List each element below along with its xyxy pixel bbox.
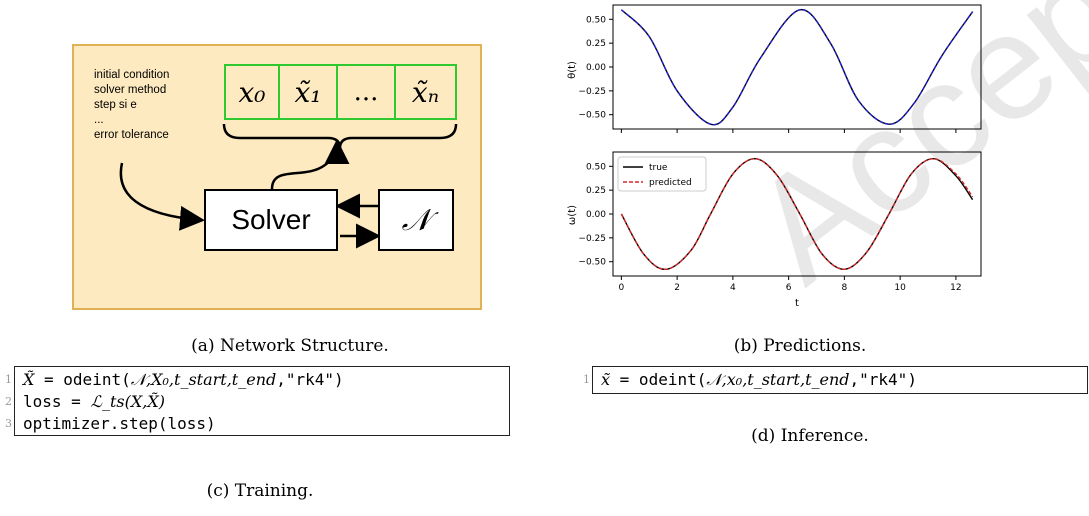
y-tick-label: −0.25 xyxy=(578,87,606,97)
x-tick-label: 8 xyxy=(842,283,848,293)
line-number: 1 xyxy=(5,373,12,386)
omega-x-axis-label: t xyxy=(795,298,799,309)
odeint-tail: ,"rk4") xyxy=(849,370,917,389)
diagram-arrows xyxy=(119,123,458,249)
x-tick-label: 10 xyxy=(894,283,906,293)
y-tick-label: −0.25 xyxy=(578,234,606,244)
odeint-args: 𝒩,x₀,t_start,t_end xyxy=(706,370,850,389)
y-tick-label: 0.25 xyxy=(586,186,606,196)
training-code-listing: 1 X̃ = odeint(𝒩,X₀,t_start,t_end,"rk4") … xyxy=(5,366,510,436)
theta-plot-frame xyxy=(612,4,982,130)
param-error-tolerance: error tolerance xyxy=(94,129,169,141)
legend-label-predicted: predicted xyxy=(649,178,692,188)
x-tick-label: 0 xyxy=(618,283,624,293)
y-tick-label: 0.50 xyxy=(586,15,606,25)
param-step-size: step si e xyxy=(94,99,137,111)
x-tick-label: 6 xyxy=(786,283,792,293)
caption-d: (d) Inference. xyxy=(751,426,869,446)
state-cell-x0: x₀ xyxy=(224,64,280,120)
y-tick-label: −0.50 xyxy=(578,111,606,121)
state-cell-xn: x̃ₙ xyxy=(396,64,457,120)
line-number: 1 xyxy=(583,373,590,386)
loss-expression: ℒ_ts(X,X̃) xyxy=(90,392,165,411)
odeint-tail: ,"rk4") xyxy=(276,370,344,389)
caption-b: (b) Predictions. xyxy=(733,336,867,356)
state-cells-row: x₀ x̃₁ ... x̃ₙ xyxy=(224,64,457,120)
theta-chart: 0.50 0.25 0.00 −0.25 −0.50 θ(t) xyxy=(567,4,982,133)
legend-box xyxy=(617,156,707,192)
y-tick-label: −0.50 xyxy=(578,258,606,268)
param-list: initial condition solver method step si … xyxy=(94,68,169,143)
line-number: 2 xyxy=(5,395,12,408)
caption-a: (a) Network Structure. xyxy=(191,336,389,356)
param-ellipsis: ... xyxy=(94,114,104,126)
omega-y-axis-label: ω(t) xyxy=(567,205,578,225)
inference-code-listing: 1 x̃ = odeint(𝒩,x₀,t_start,t_end,"rk4") xyxy=(583,366,1088,394)
curly-brace xyxy=(222,123,458,149)
theta-y-ticks: 0.50 0.25 0.00 −0.25 −0.50 xyxy=(578,15,613,121)
state-cell-ellipsis: ... xyxy=(338,64,396,120)
xtilde-symbol: x̃ xyxy=(601,370,611,389)
param-solver-method: solver method xyxy=(94,84,167,96)
x-tick-label: 2 xyxy=(674,283,680,293)
loss-assign: loss = xyxy=(23,392,91,411)
y-tick-label: 0.00 xyxy=(586,63,606,73)
series-line-predicted xyxy=(620,9,974,126)
network-symbol: 𝒩 xyxy=(401,202,431,238)
omega-chart: 0.500.250.00−0.25−0.50 0 2 4 6 8 10 12 ω(t) t … xyxy=(567,151,982,309)
omega-legend: true predicted xyxy=(617,156,707,192)
solver-label: Solver xyxy=(231,204,311,235)
series-line-true xyxy=(620,9,974,126)
odeint-call: = odeint( xyxy=(610,370,707,389)
omega-y-ticks: 0.50 0.25 0.00 −0.25 −0.50 xyxy=(578,162,613,268)
params-to-solver-arrow xyxy=(119,162,205,231)
state-cell-x1: x̃₁ xyxy=(280,64,338,120)
xtilde-symbol: X̃ xyxy=(23,370,35,389)
odeint-call: = odeint( xyxy=(34,370,131,389)
y-tick-label: 0.25 xyxy=(586,39,606,49)
series-line-predicted xyxy=(620,157,974,271)
line-number: 3 xyxy=(5,417,12,430)
solver-to-states-arrow xyxy=(270,139,350,190)
y-tick-label: 0.00 xyxy=(586,210,606,220)
legend-label-true: true xyxy=(649,163,668,173)
x-tick-label: 12 xyxy=(950,283,961,293)
param-initial-condition: initial condition xyxy=(94,69,170,81)
odeint-args: 𝒩,X₀,t_start,t_end xyxy=(130,370,277,389)
optimizer-step: optimizer.step(loss) xyxy=(23,414,216,433)
theta-x-ticks xyxy=(620,129,957,133)
x-tick-label: 4 xyxy=(730,283,736,293)
network-structure-diagram: initial condition solver method step si … xyxy=(0,0,500,320)
omega-x-ticks: 0 2 4 6 8 10 12 xyxy=(618,276,962,293)
y-tick-label: 0.50 xyxy=(586,162,606,172)
caption-c: (c) Training. xyxy=(206,481,314,501)
theta-y-axis-label: θ(t) xyxy=(567,61,578,79)
network-box: 𝒩 xyxy=(378,189,454,251)
predictions-charts: 0.50 0.25 0.00 −0.25 −0.50 θ(t) 0.50 0.25 0.00… xyxy=(567,4,982,309)
solver-box: Solver xyxy=(204,189,338,251)
